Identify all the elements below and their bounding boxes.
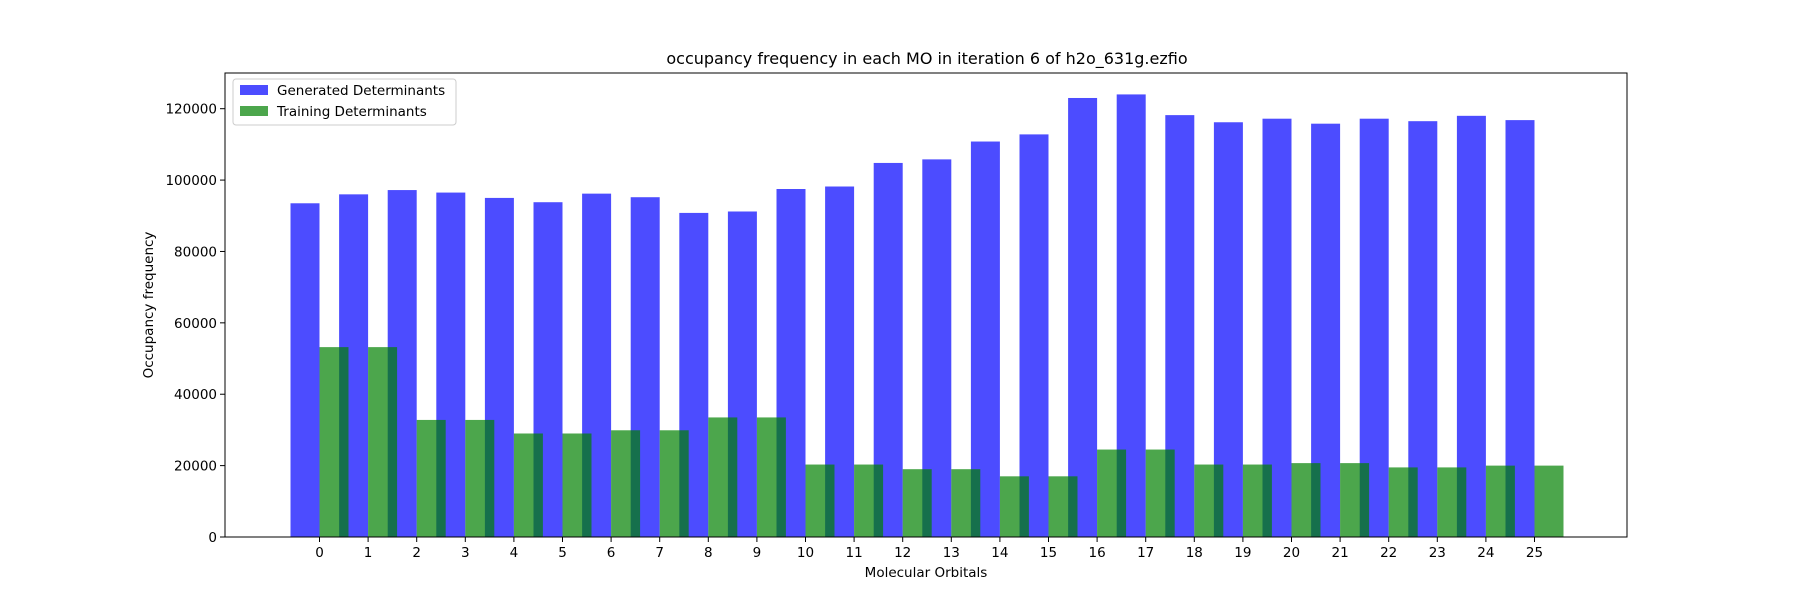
bar-training-19 <box>1242 464 1272 537</box>
legend-label: Training Determinants <box>276 104 427 120</box>
bar-training-16 <box>1097 449 1127 537</box>
x-tick-label: 18 <box>1186 545 1203 561</box>
x-tick-label: 17 <box>1137 545 1154 561</box>
bar-training-12 <box>902 469 932 537</box>
x-tick-label: 11 <box>846 545 863 561</box>
series-training-bars <box>319 347 1564 537</box>
x-tick-label: 8 <box>704 545 713 561</box>
bar-training-0 <box>319 347 349 537</box>
bar-training-8 <box>708 417 738 537</box>
bar-training-3 <box>465 419 495 537</box>
y-axis: 0 20000 40000 60000 80000 100000 120000 <box>165 102 225 546</box>
y-tick-label: 100000 <box>165 173 217 189</box>
x-tick-label: 25 <box>1526 545 1543 561</box>
bar-generated-0 <box>290 203 320 537</box>
x-tick-label: 1 <box>364 545 373 561</box>
bar-training-14 <box>999 476 1029 537</box>
x-tick-label: 4 <box>510 545 519 561</box>
y-tick-label: 0 <box>208 530 217 546</box>
plot-area-frame <box>224 72 1628 538</box>
bar-training-17 <box>1145 449 1175 537</box>
bar-generated-15 <box>1019 134 1049 537</box>
bar-training-1 <box>368 347 398 537</box>
x-tick-label: 22 <box>1380 545 1397 561</box>
legend-swatch <box>240 85 268 95</box>
y-tick-label: 60000 <box>174 316 217 332</box>
series-generated-bars <box>290 94 1535 538</box>
x-tick-label: 16 <box>1089 545 1106 561</box>
bar-training-21 <box>1340 463 1370 537</box>
bar-training-18 <box>1194 464 1224 537</box>
bar-training-15 <box>1048 476 1078 537</box>
x-tick-label: 2 <box>412 545 421 561</box>
x-tick-label: 6 <box>607 545 616 561</box>
bar-generated-16 <box>1068 97 1098 537</box>
bar-training-7 <box>659 430 689 537</box>
bar-training-11 <box>854 464 884 537</box>
x-tick-label: 15 <box>1040 545 1057 561</box>
x-tick-label: 13 <box>943 545 960 561</box>
legend-label: Generated Determinants <box>277 83 445 99</box>
bar-training-20 <box>1291 463 1321 537</box>
x-tick-label: 10 <box>797 545 814 561</box>
y-tick-label: 20000 <box>174 459 217 475</box>
bar-training-24 <box>1485 465 1515 537</box>
bar-generated-24 <box>1456 115 1486 537</box>
legend-swatch <box>240 106 268 116</box>
bar-training-13 <box>951 469 981 537</box>
x-tick-label: 24 <box>1477 545 1494 561</box>
x-tick-label: 3 <box>461 545 470 561</box>
x-axis-label: Molecular Orbitals <box>865 565 988 581</box>
x-tick-label: 0 <box>315 545 324 561</box>
x-tick-label: 9 <box>753 545 762 561</box>
bar-training-22 <box>1388 467 1418 537</box>
chart-title: occupancy frequency in each MO in iterat… <box>666 49 1187 69</box>
y-tick-label: 120000 <box>165 102 217 118</box>
y-tick-label: 40000 <box>174 387 217 403</box>
bar-training-2 <box>416 419 446 537</box>
y-axis-label: Occupancy frequency <box>141 232 157 379</box>
bar-training-25 <box>1534 465 1564 537</box>
x-tick-label: 14 <box>991 545 1008 561</box>
x-tick-label: 21 <box>1332 545 1349 561</box>
bar-training-5 <box>562 433 592 537</box>
bar-training-23 <box>1437 467 1467 537</box>
x-tick-label: 19 <box>1234 545 1251 561</box>
bar-training-9 <box>756 417 786 537</box>
legend: Generated Determinants Training Determina… <box>232 78 457 126</box>
legend-box <box>232 78 457 126</box>
x-tick-label: 12 <box>894 545 911 561</box>
x-tick-label: 23 <box>1429 545 1446 561</box>
bar-training-6 <box>611 430 641 537</box>
x-tick-label: 7 <box>655 545 664 561</box>
x-tick-label: 20 <box>1283 545 1300 561</box>
x-axis: 0 1 2 3 4 5 6 7 8 9 10 11 12 13 14 15 16 17 18 19 20 21 22 23 24… <box>315 537 1543 561</box>
bar-training-4 <box>513 433 543 537</box>
x-tick-label: 5 <box>558 545 567 561</box>
y-tick-label: 80000 <box>174 244 217 260</box>
bar-training-10 <box>805 464 835 537</box>
